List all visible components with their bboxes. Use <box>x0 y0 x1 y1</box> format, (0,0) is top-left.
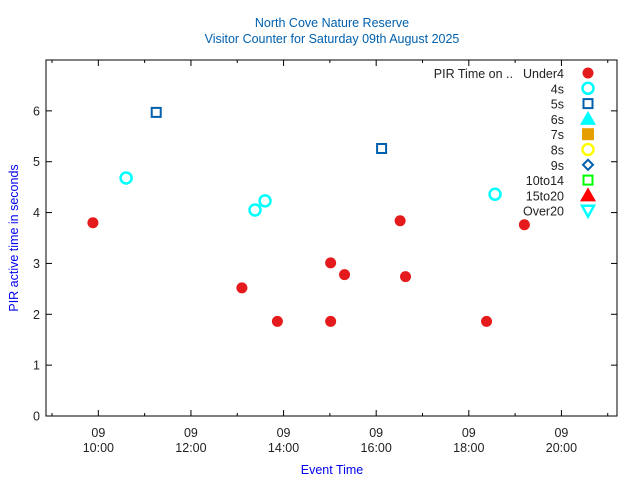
x-tick-label-day: 09 <box>369 426 383 440</box>
y-tick-label: 5 <box>33 155 40 169</box>
chart-title: North Cove Nature Reserve <box>255 16 409 30</box>
x-tick-label-time: 10:00 <box>83 441 114 455</box>
data-point-under4 <box>394 215 406 227</box>
data-point-under4 <box>400 271 412 283</box>
legend-label: 15to20 <box>526 189 564 203</box>
chart-subtitle: Visitor Counter for Saturday 09th August… <box>205 32 460 46</box>
y-tick-label: 3 <box>33 257 40 271</box>
legend-marker-10to14 <box>582 174 594 186</box>
y-tick-label: 0 <box>33 410 40 424</box>
data-point-4s <box>248 203 262 217</box>
legend-marker-8s <box>581 142 595 157</box>
legend-marker-4s <box>581 81 595 96</box>
legend-marker-7s <box>582 128 594 141</box>
x-tick-label-day: 09 <box>462 426 476 440</box>
legend-marker-15to20 <box>580 187 596 202</box>
x-tick-label-time: 14:00 <box>268 441 299 455</box>
data-point-5s <box>150 106 162 118</box>
legend-label: Over20 <box>523 205 564 219</box>
x-tick-label-day: 09 <box>277 426 291 440</box>
data-point-under4 <box>271 315 283 327</box>
legend-marker-over20 <box>579 204 597 220</box>
legend-label: 6s <box>551 113 564 127</box>
legend-marker-5s <box>582 98 594 110</box>
data-point-4s <box>119 171 133 185</box>
legend-label: 5s <box>551 98 564 112</box>
legend-label: 10to14 <box>526 174 564 188</box>
legend-marker-under4 <box>582 67 594 79</box>
legend-label: Under4 <box>523 67 564 81</box>
x-tick-label-time: 20:00 <box>546 441 577 455</box>
data-point-under4 <box>518 219 530 231</box>
x-tick-label-day: 09 <box>91 426 105 440</box>
y-tick-label: 6 <box>33 104 40 118</box>
y-tick-label: 2 <box>33 308 40 322</box>
data-point-under4 <box>339 269 351 281</box>
data-point-5s <box>376 142 388 154</box>
data-point-under4 <box>325 257 337 269</box>
y-tick-label: 4 <box>33 206 40 220</box>
plot-frame <box>45 59 618 417</box>
data-point-4s <box>488 187 502 202</box>
x-tick-label-day: 09 <box>184 426 198 440</box>
x-tick-label-time: 12:00 <box>175 441 206 455</box>
legend-marker-9s <box>581 158 595 172</box>
data-point-under4 <box>325 315 337 327</box>
y-tick-label: 1 <box>33 359 40 373</box>
legend-label: 8s <box>551 144 564 158</box>
legend-label: 7s <box>551 128 564 142</box>
data-point-under4 <box>481 315 493 327</box>
data-point-under4 <box>236 282 248 294</box>
legend-label: 9s <box>551 159 564 173</box>
legend-marker-6s <box>580 110 596 125</box>
x-axis-label: Event Time <box>301 463 364 477</box>
x-tick-label-time: 18:00 <box>453 441 484 455</box>
data-point-4s <box>258 194 272 208</box>
y-axis-label: PIR active time in seconds <box>7 164 21 311</box>
legend-title: PIR Time on .. <box>434 67 513 81</box>
data-point-under4 <box>87 217 99 229</box>
legend-label: 4s <box>551 82 564 96</box>
x-tick-label-time: 16:00 <box>361 441 392 455</box>
x-tick-label-day: 09 <box>554 426 568 440</box>
